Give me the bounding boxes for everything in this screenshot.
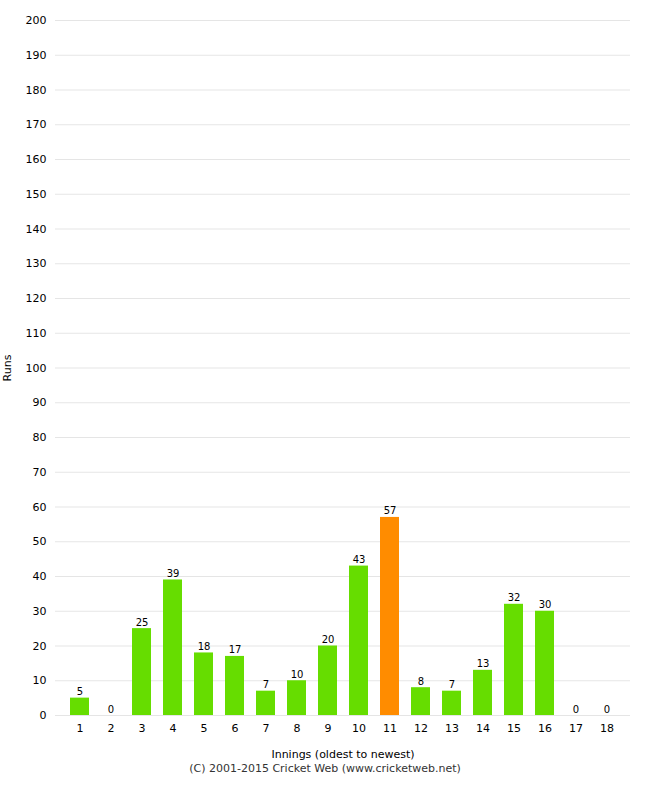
svg-text:30: 30 xyxy=(33,605,47,618)
svg-text:0: 0 xyxy=(40,709,47,722)
svg-text:12: 12 xyxy=(414,722,428,735)
svg-text:50: 50 xyxy=(33,535,47,548)
svg-text:100: 100 xyxy=(26,362,47,375)
svg-text:7: 7 xyxy=(263,722,270,735)
svg-text:43: 43 xyxy=(353,554,366,565)
svg-text:17: 17 xyxy=(569,722,583,735)
svg-text:40: 40 xyxy=(33,570,47,583)
svg-text:160: 160 xyxy=(26,153,47,166)
svg-text:130: 130 xyxy=(26,257,47,270)
svg-text:0: 0 xyxy=(108,704,114,715)
svg-text:3: 3 xyxy=(139,722,146,735)
svg-text:0: 0 xyxy=(604,704,610,715)
svg-text:5: 5 xyxy=(77,686,83,697)
svg-text:80: 80 xyxy=(33,431,47,444)
svg-text:25: 25 xyxy=(136,617,149,628)
svg-text:32: 32 xyxy=(508,592,521,603)
html-text:(C) 2001-2015 Cricket Web (www: (C) 2001-2015 Cricket Web (www.cricketwe… xyxy=(189,762,461,775)
svg-text:4: 4 xyxy=(170,722,177,735)
svg-text:110: 110 xyxy=(26,327,47,340)
svg-text:Runs: Runs xyxy=(1,354,14,381)
svg-text:190: 190 xyxy=(26,49,47,62)
svg-text:170: 170 xyxy=(26,118,47,131)
svg-text:5: 5 xyxy=(201,722,208,735)
svg-text:90: 90 xyxy=(33,396,47,409)
svg-text:8: 8 xyxy=(294,722,301,735)
svg-text:6: 6 xyxy=(232,722,239,735)
svg-text:10: 10 xyxy=(352,722,366,735)
svg-text:1: 1 xyxy=(77,722,84,735)
svg-text:180: 180 xyxy=(26,84,47,97)
svg-text:18: 18 xyxy=(600,722,614,735)
svg-text:10: 10 xyxy=(291,669,304,680)
svg-text:30: 30 xyxy=(539,599,552,610)
svg-text:200: 200 xyxy=(26,14,47,27)
svg-text:18: 18 xyxy=(198,641,211,652)
svg-text:57: 57 xyxy=(384,505,397,516)
svg-text:14: 14 xyxy=(476,722,490,735)
svg-text:13: 13 xyxy=(477,658,490,669)
svg-text:70: 70 xyxy=(33,466,47,479)
svg-text:11: 11 xyxy=(383,722,397,735)
svg-text:120: 120 xyxy=(26,292,47,305)
svg-text:2: 2 xyxy=(108,722,115,735)
svg-text:15: 15 xyxy=(507,722,521,735)
svg-text:9: 9 xyxy=(325,722,332,735)
svg-text:140: 140 xyxy=(26,223,47,236)
svg-text:7: 7 xyxy=(449,679,455,690)
svg-text:60: 60 xyxy=(33,501,47,514)
svg-text:0: 0 xyxy=(573,704,579,715)
svg-text:20: 20 xyxy=(33,640,47,653)
svg-text:8: 8 xyxy=(418,676,424,687)
svg-text:39: 39 xyxy=(167,568,180,579)
svg-text:16: 16 xyxy=(538,722,552,735)
svg-text:10: 10 xyxy=(33,674,47,687)
svg-text:7: 7 xyxy=(263,679,269,690)
svg-text:Innings (oldest to newest): Innings (oldest to newest) xyxy=(271,748,414,761)
svg-text:20: 20 xyxy=(322,634,335,645)
svg-text:150: 150 xyxy=(26,188,47,201)
svg-text:13: 13 xyxy=(445,722,459,735)
svg-text:17: 17 xyxy=(229,644,242,655)
